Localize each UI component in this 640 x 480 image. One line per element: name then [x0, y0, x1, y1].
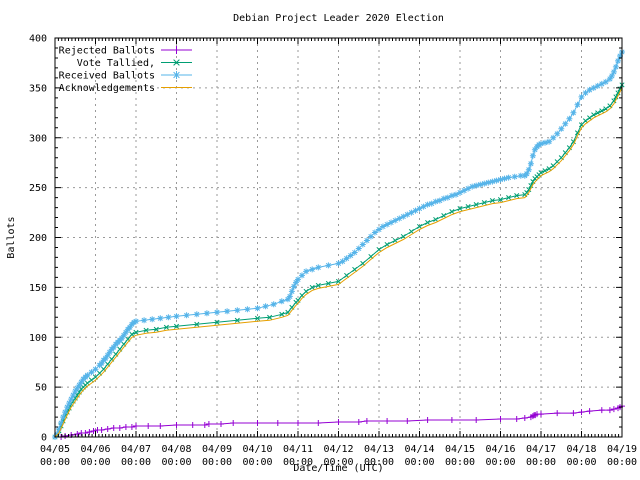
- x-tick-label: 04/15: [445, 444, 475, 455]
- y-axis-label: Ballots: [6, 216, 17, 258]
- x-tick-sublabel: 00:00: [404, 457, 434, 468]
- x-tick-sublabel: 00:00: [202, 457, 232, 468]
- legend-marker-vote-tallied: [173, 59, 180, 66]
- axis-ticks: [54, 37, 623, 438]
- legend-label-received-ballots: Received Ballots: [59, 71, 155, 82]
- y-axis: 0 50 100 150 200 250 300 350 400: [29, 34, 47, 444]
- x-tick-sublabel: 00:00: [161, 457, 191, 468]
- y-tick-label: 300: [29, 133, 47, 144]
- legend-label-acknowledgements: Acknowledgements: [59, 83, 155, 94]
- series-rejected-ballots: [52, 403, 625, 440]
- y-tick-label: 0: [41, 433, 47, 444]
- x-tick-sublabel: 00:00: [121, 457, 151, 468]
- y-tick-label: 100: [29, 333, 47, 344]
- y-tick-label: 350: [29, 83, 47, 94]
- grid-lines: [55, 38, 622, 437]
- x-tick-sublabel: 00:00: [526, 457, 556, 468]
- x-tick-sublabel: 00:00: [566, 457, 596, 468]
- x-tick-sublabel: 00:00: [607, 457, 637, 468]
- series-acknowledgements: [54, 87, 623, 438]
- legend-marker-rejected-ballots: [172, 46, 181, 54]
- x-tick-label: 04/10: [242, 444, 272, 455]
- series-line-acknowledgements: [54, 87, 623, 438]
- x-axis-label: Date/Time (UTC): [293, 463, 383, 474]
- y-tick-label: 400: [29, 34, 47, 45]
- x-tick-sublabel: 00:00: [40, 457, 70, 468]
- series-received-ballots: [52, 49, 625, 440]
- y-tick-label: 250: [29, 183, 47, 194]
- x-tick-sublabel: 00:00: [323, 457, 353, 468]
- x-tick-sublabel: 00:00: [364, 457, 394, 468]
- x-tick-sublabel: 00:00: [485, 457, 515, 468]
- x-tick-sublabel: 00:00: [445, 457, 475, 468]
- x-axis: 04/05 00:00 04/06 00:00 04/07 00:00 04/08 00:00…: [40, 444, 637, 468]
- legend-marker-received-ballots: [172, 71, 181, 79]
- x-tick-label: 04/08: [161, 444, 191, 455]
- x-tick-label: 04/13: [364, 444, 394, 455]
- x-tick-label: 04/09: [202, 444, 232, 455]
- x-tick-sublabel: 00:00: [283, 457, 313, 468]
- x-tick-sublabel: 00:00: [80, 457, 110, 468]
- y-tick-label: 150: [29, 283, 47, 294]
- x-tick-label: 04/19: [607, 444, 637, 455]
- chart-title: Debian Project Leader 2020 Election: [233, 13, 444, 24]
- y-tick-label: 200: [29, 233, 47, 244]
- x-tick-label: 04/06: [80, 444, 110, 455]
- x-tick-label: 04/05: [40, 444, 70, 455]
- x-tick-label: 04/12: [323, 444, 353, 455]
- x-tick-label: 04/07: [121, 444, 151, 455]
- x-tick-label: 04/17: [526, 444, 556, 455]
- legend-label-rejected-ballots: Rejected Ballots: [59, 46, 155, 57]
- y-tick-label: 50: [35, 383, 47, 394]
- legend-label-vote-tallied: Vote Tallied,: [77, 58, 155, 69]
- x-tick-label: 04/11: [283, 444, 313, 455]
- x-tick-label: 04/18: [566, 444, 596, 455]
- plot-grid: [55, 38, 622, 437]
- x-tick-label: 04/14: [404, 444, 434, 455]
- x-tick-label: 04/16: [485, 444, 515, 455]
- tick-marks: [54, 37, 623, 438]
- x-tick-sublabel: 00:00: [242, 457, 272, 468]
